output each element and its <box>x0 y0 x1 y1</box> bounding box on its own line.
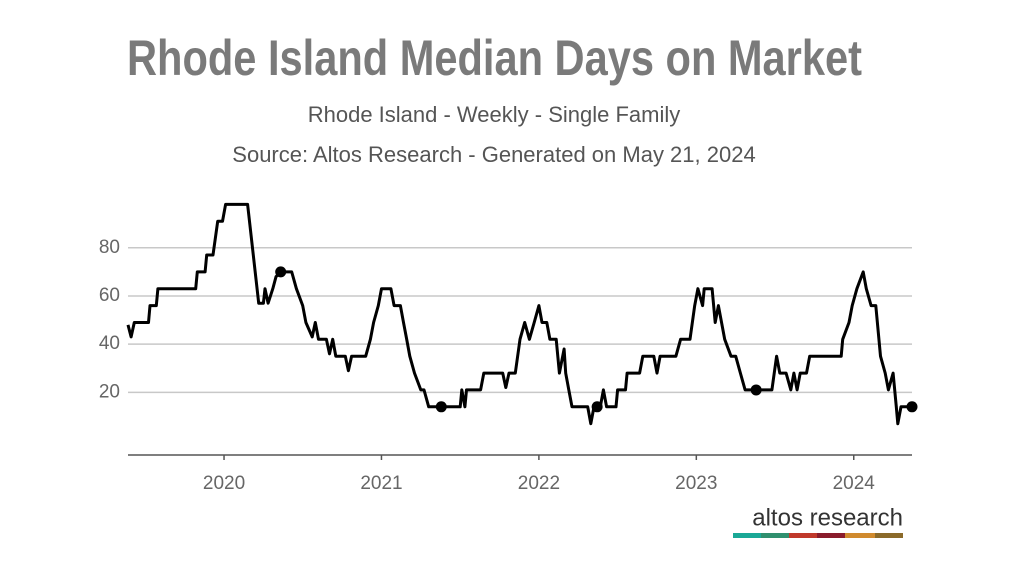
marker-point <box>591 401 603 413</box>
y-tick-label: 80 <box>99 237 120 258</box>
brand-bar <box>733 533 903 538</box>
y-tick-label: 60 <box>99 285 120 306</box>
x-tick-label: 2021 <box>360 473 402 494</box>
x-tick-label: 2024 <box>833 473 876 494</box>
marker-point <box>275 266 287 278</box>
marker-point <box>906 401 918 413</box>
x-tick-label: 2022 <box>518 473 560 494</box>
chart-title: Rhode Island Median Days on Market <box>127 30 862 86</box>
x-tick-label: 2020 <box>203 473 245 494</box>
marker-point <box>435 401 447 413</box>
chart-source: Source: Altos Research - Generated on Ma… <box>232 142 755 167</box>
series-line <box>126 202 912 426</box>
brand-logo: altos research <box>752 504 903 531</box>
y-tick-label: 20 <box>99 381 120 402</box>
x-tick-label: 2023 <box>675 473 717 494</box>
y-tick-label: 40 <box>99 333 120 354</box>
chart-subtitle: Rhode Island - Weekly - Single Family <box>308 102 681 127</box>
marker-point <box>750 384 762 396</box>
